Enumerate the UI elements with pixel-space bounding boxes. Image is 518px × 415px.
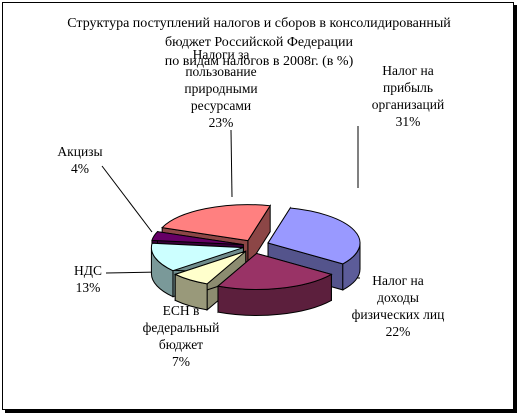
slice-name-label: природными xyxy=(184,80,258,96)
slice-name-label: НДС xyxy=(74,263,102,278)
slice-label: Акцизы 4% xyxy=(20,143,140,177)
slice-name-label: пользование xyxy=(185,63,257,79)
pie-slice xyxy=(151,231,244,246)
pie-slice xyxy=(216,252,333,290)
slice-label: НДС 13% xyxy=(28,262,148,296)
slice-name-label: бюджет xyxy=(158,337,204,352)
leader-line xyxy=(230,129,233,198)
chart-title-line: по видам налогов в 2008г. (в %) xyxy=(164,54,354,69)
chart-title-line: бюджет Российской Федерации xyxy=(165,35,353,50)
slice-value-label: 7% xyxy=(172,354,190,369)
leader-line xyxy=(101,165,153,233)
slice-name-label: физических лиц xyxy=(351,307,445,322)
chart-title: Структура поступлений налогов и сборов в… xyxy=(0,14,518,71)
slice-name-label: ресурсами xyxy=(190,97,252,113)
slice-name-label: Налог на xyxy=(382,63,434,78)
slice-value-label: 23% xyxy=(208,114,234,130)
chart-title-line: Структура поступлений налогов и сборов в… xyxy=(67,16,451,31)
pie-slice xyxy=(150,242,244,272)
slice-value-label: 4% xyxy=(71,161,89,176)
slice-name-label: доходы xyxy=(377,290,419,305)
slice-name-label: организаций xyxy=(371,97,445,112)
slice-name-label: ЕСН в xyxy=(162,303,200,318)
slice-label: Налог на прибыль организаций 31% xyxy=(348,62,468,130)
slice-label: ЕСН в федеральный бюджет 7% xyxy=(121,302,241,370)
pie-slice xyxy=(267,207,361,265)
slice-value-label: 13% xyxy=(75,280,101,295)
slice-name-label: Акцизы xyxy=(57,144,103,159)
slice-value-label: 31% xyxy=(395,114,421,129)
pie-slice xyxy=(161,204,272,242)
slice-name-label: Налоги за xyxy=(192,46,250,62)
slice-label: Налоги за пользование природными ресурсами 2… xyxy=(161,46,281,131)
pie-slice xyxy=(173,250,247,285)
slice-tops xyxy=(150,204,361,290)
slice-label: Налог на доходы физических лиц 22% xyxy=(338,272,458,340)
slice-name-label: федеральный xyxy=(142,320,220,335)
slice-name-label: Налог на xyxy=(372,273,424,288)
slice-value-label: 22% xyxy=(385,324,411,339)
slice-name-label: прибыль xyxy=(382,80,434,95)
